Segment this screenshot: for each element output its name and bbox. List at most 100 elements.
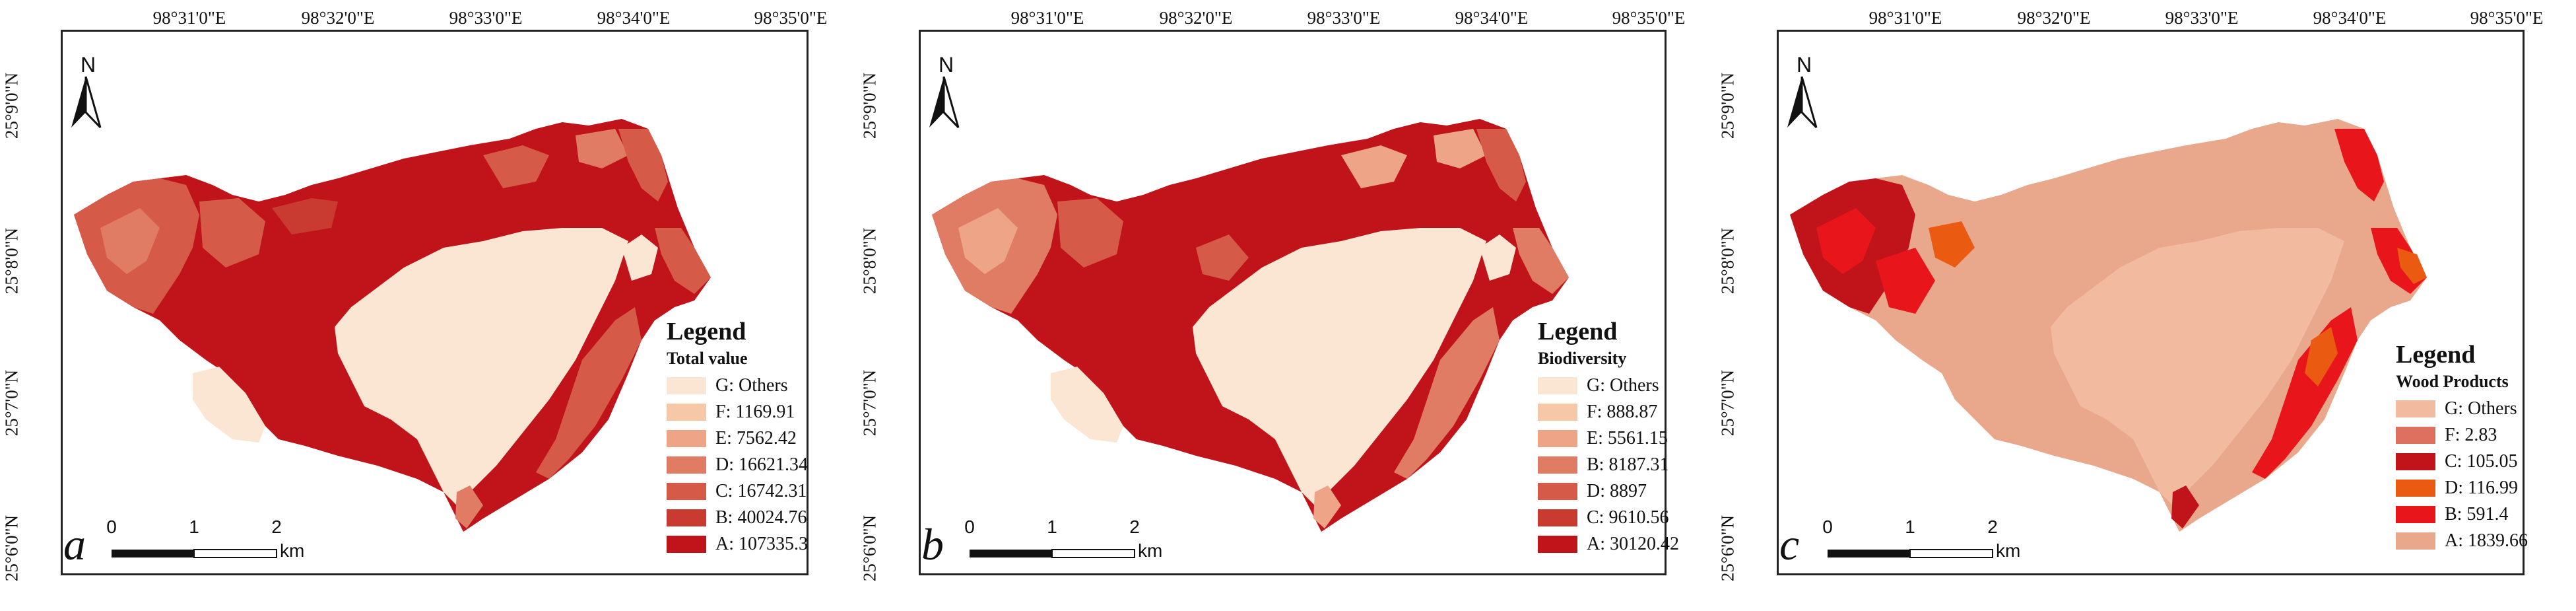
legend-item: E: 7562.42 [667, 427, 808, 450]
scale-unit: km [1996, 540, 2021, 561]
legend-label: C: 16742.31 [715, 481, 807, 501]
north-arrow-label: N [81, 53, 96, 77]
legend-swatch [1538, 456, 1577, 474]
legend-label: B: 591.4 [2445, 504, 2509, 524]
legend-label: F: 2.83 [2445, 425, 2497, 445]
legend-swatch [667, 509, 706, 526]
legend-label: E: 7562.42 [715, 428, 797, 449]
map-panel-a: 98°31'0"E 98°32'0"E 98°33'0"E 98°34'0"E … [0, 0, 858, 611]
legend-label: D: 116.99 [2445, 478, 2518, 498]
legend-title: Legend [2396, 341, 2476, 369]
legend-item: F: 1169.91 [667, 400, 808, 424]
legend-swatch [1538, 509, 1577, 526]
legend-item: F: 2.83 [2396, 423, 2528, 447]
longitude-label: 98°32'0"E [301, 8, 375, 28]
north-arrow-label: N [939, 53, 954, 77]
longitude-label: 98°32'0"E [2017, 8, 2091, 28]
scale-tick: 0 [106, 517, 117, 537]
north-arrow-icon [1787, 76, 1818, 129]
latitude-label: 25°6'0"N [1, 515, 22, 582]
longitude-label: 98°35'0"E [2470, 8, 2544, 28]
legend-swatch [1538, 536, 1577, 553]
scale-bar [970, 549, 1135, 558]
scale-unit: km [280, 540, 305, 561]
scale-tick: 1 [1905, 517, 1915, 537]
latitude-label: 25°7'0"N [859, 369, 880, 437]
scale-tick: 2 [1987, 517, 1998, 537]
legend-title: Legend [667, 318, 746, 345]
latitude-label: 25°8'0"N [1, 227, 22, 295]
legend-label: G: Others [2445, 398, 2517, 419]
scale-tick: 0 [964, 517, 975, 537]
longitude-label: 98°35'0"E [754, 8, 828, 28]
legend-label: C: 105.05 [2445, 451, 2518, 472]
legend-item: G: Others [667, 374, 808, 398]
scale-tick: 1 [189, 517, 199, 537]
legend-subtitle: Biodiversity [1538, 349, 1627, 368]
longitude-label: 98°33'0"E [1307, 8, 1381, 28]
legend-label: A: 30120.42 [1587, 534, 1679, 554]
legend-label: F: 888.87 [1587, 402, 1658, 422]
longitude-label: 98°34'0"E [1455, 8, 1529, 28]
scale-tick: 2 [271, 517, 282, 537]
legend-swatch [2396, 480, 2435, 497]
scale-tick: 0 [1822, 517, 1833, 537]
longitude-label: 98°33'0"E [449, 8, 523, 28]
scale-tick: 1 [1047, 517, 1057, 537]
legend-swatch [1538, 404, 1577, 421]
legend-item: A: 30120.42 [1538, 532, 1679, 556]
legend: Legend Biodiversity G: Others F: 888.87 … [1538, 317, 1679, 559]
legend-item: E: 5561.15 [1538, 427, 1679, 450]
study-area-map [1790, 119, 2427, 532]
longitude-label: 98°32'0"E [1159, 8, 1233, 28]
legend-swatch [2396, 427, 2435, 444]
latitude-label: 25°6'0"N [859, 515, 880, 582]
panel-letter: c [1779, 519, 1800, 569]
legend-label: F: 1169.91 [715, 402, 795, 422]
legend-item: C: 16742.31 [667, 480, 808, 503]
legend-label: G: Others [1587, 375, 1659, 396]
legend-swatch [2396, 400, 2435, 417]
legend-item: B: 8187.31 [1538, 453, 1679, 477]
legend: Legend Total value G: Others F: 1169.91 … [667, 317, 808, 559]
legend: Legend Wood Products G: Others F: 2.83 C… [2396, 340, 2528, 556]
legend-label: E: 5561.15 [1587, 428, 1668, 449]
latitude-label: 25°9'0"N [1, 72, 22, 139]
legend-item: F: 888.87 [1538, 400, 1679, 424]
north-arrow-icon [71, 76, 102, 129]
legend-swatch [1538, 430, 1577, 447]
legend-swatch [2396, 506, 2435, 523]
north-arrow-icon [929, 76, 960, 129]
legend-item: A: 1839.66 [2396, 529, 2528, 553]
legend-label: G: Others [715, 375, 788, 396]
legend-label: B: 8187.31 [1587, 454, 1669, 475]
legend-swatch [2396, 532, 2435, 550]
legend-item: B: 591.4 [2396, 503, 2528, 526]
latitude-label: 25°9'0"N [859, 72, 880, 139]
longitude-label: 98°31'0"E [1868, 8, 1942, 28]
latitude-label: 25°7'0"N [1717, 369, 1738, 437]
legend-label: B: 40024.76 [715, 507, 807, 528]
legend-label: C: 9610.56 [1587, 507, 1669, 528]
longitude-label: 98°31'0"E [1010, 8, 1084, 28]
legend-item: C: 9610.56 [1538, 506, 1679, 530]
longitude-label: 98°31'0"E [152, 8, 226, 28]
legend-swatch [667, 536, 706, 553]
scale-unit: km [1138, 540, 1163, 561]
longitude-label: 98°33'0"E [2165, 8, 2239, 28]
legend-swatch [667, 483, 706, 500]
scale-bar [1828, 549, 1993, 558]
legend-swatch [2396, 453, 2435, 470]
legend-swatch [1538, 483, 1577, 500]
panel-letter: a [63, 519, 86, 569]
legend-item: B: 40024.76 [667, 506, 808, 530]
legend-swatch [1538, 377, 1577, 394]
legend-item: A: 107335.3 [667, 532, 808, 556]
latitude-label: 25°9'0"N [1717, 72, 1738, 139]
map-panel-b: 98°31'0"E 98°32'0"E 98°33'0"E 98°34'0"E … [858, 0, 1716, 611]
legend-label: A: 1839.66 [2445, 530, 2528, 551]
legend-swatch [667, 377, 706, 394]
longitude-label: 98°35'0"E [1612, 8, 1686, 28]
study-area-map [932, 119, 1569, 532]
latitude-label: 25°7'0"N [1, 369, 22, 437]
